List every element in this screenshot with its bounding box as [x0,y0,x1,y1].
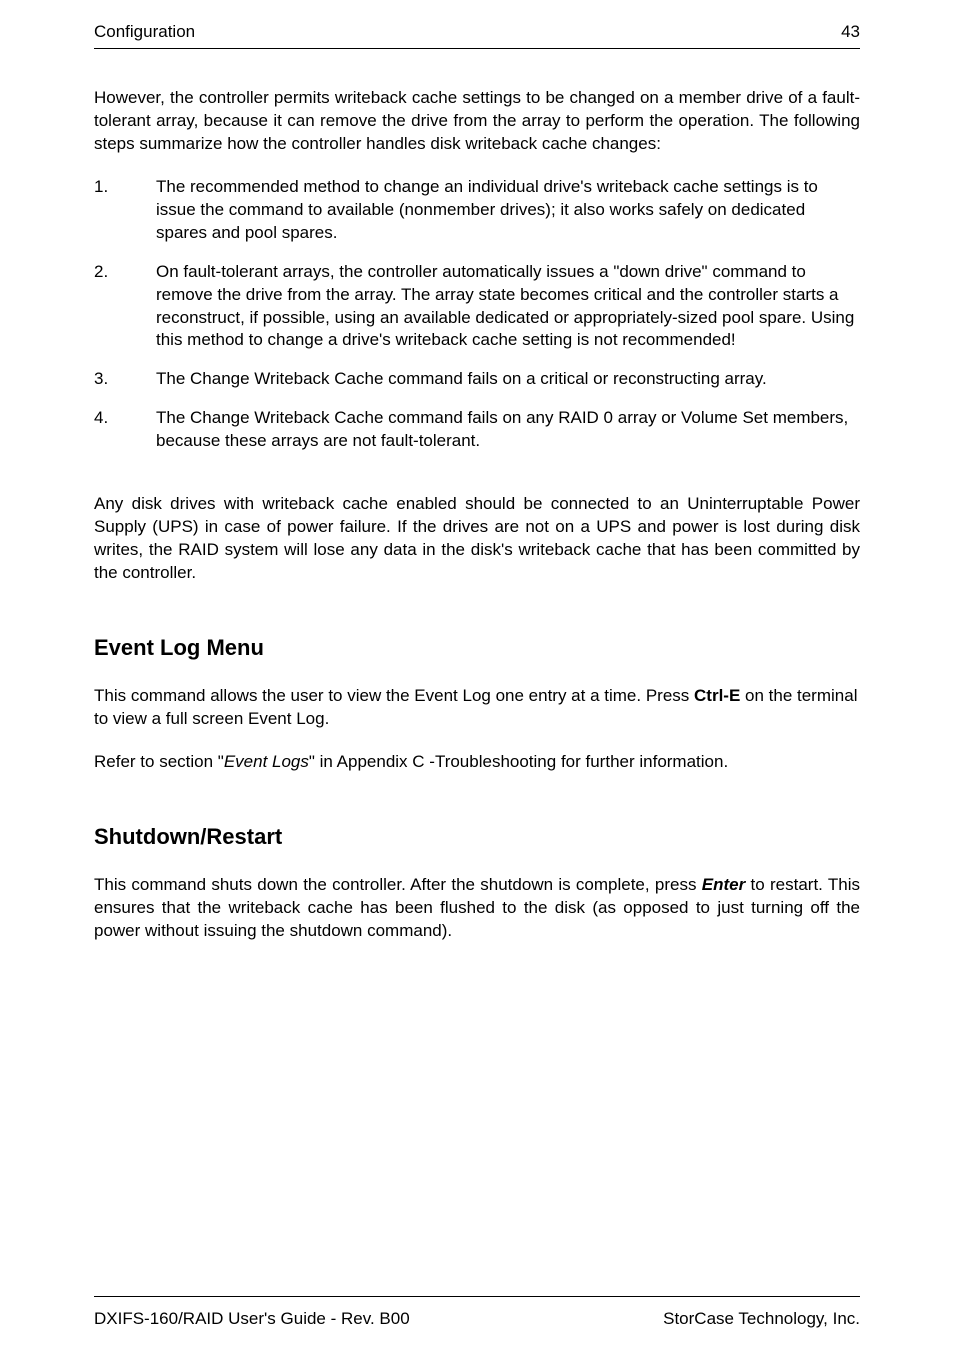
event-log-heading: Event Log Menu [94,635,860,661]
list-item-number: 1. [94,176,156,245]
ctrl-e-label: Ctrl-E [694,686,740,705]
footer-right: StorCase Technology, Inc. [663,1309,860,1329]
spacer [94,963,860,1296]
list-item-body: The Change Writeback Cache command fails… [156,407,860,453]
footer-left: DXIFS-160/RAID User's Guide - Rev. B00 [94,1309,410,1329]
header-left: Configuration [94,22,195,42]
list-item-body: The recommended method to change an indi… [156,176,860,245]
text-run: " in Appendix C -Troubleshooting for fur… [309,752,728,771]
after-list-paragraph: Any disk drives with writeback cache ena… [94,493,860,585]
event-log-p2: Refer to section "Event Logs" in Appendi… [94,751,860,774]
list-item-number: 2. [94,261,156,353]
list-item-body: On fault-tolerant arrays, the controller… [156,261,860,353]
header-page-number: 43 [841,22,860,42]
event-logs-reference: Event Logs [224,752,309,771]
event-log-p1: This command allows the user to view the… [94,685,860,731]
shutdown-heading: Shutdown/Restart [94,824,860,850]
text-run: This command shuts down the controller. … [94,875,702,894]
shutdown-paragraph: This command shuts down the controller. … [94,874,860,943]
list-item: 1. The recommended method to change an i… [94,176,860,245]
header-rule [94,48,860,49]
page: Configuration 43 However, the controller… [0,0,954,1369]
list-item: 3. The Change Writeback Cache command fa… [94,368,860,391]
text-run: This command allows the user to view the… [94,686,694,705]
list-item: 2. On fault-tolerant arrays, the control… [94,261,860,353]
intro-paragraph: However, the controller permits writebac… [94,87,860,156]
page-footer: DXIFS-160/RAID User's Guide - Rev. B00 S… [94,1309,860,1329]
numbered-list: 1. The recommended method to change an i… [94,176,860,469]
enter-key-label: Enter [702,875,745,894]
page-header: Configuration 43 [94,22,860,42]
list-item-body: The Change Writeback Cache command fails… [156,368,860,391]
list-item: 4. The Change Writeback Cache command fa… [94,407,860,453]
list-item-number: 3. [94,368,156,391]
footer-rule [94,1296,860,1297]
list-item-number: 4. [94,407,156,453]
text-run: Refer to section " [94,752,224,771]
